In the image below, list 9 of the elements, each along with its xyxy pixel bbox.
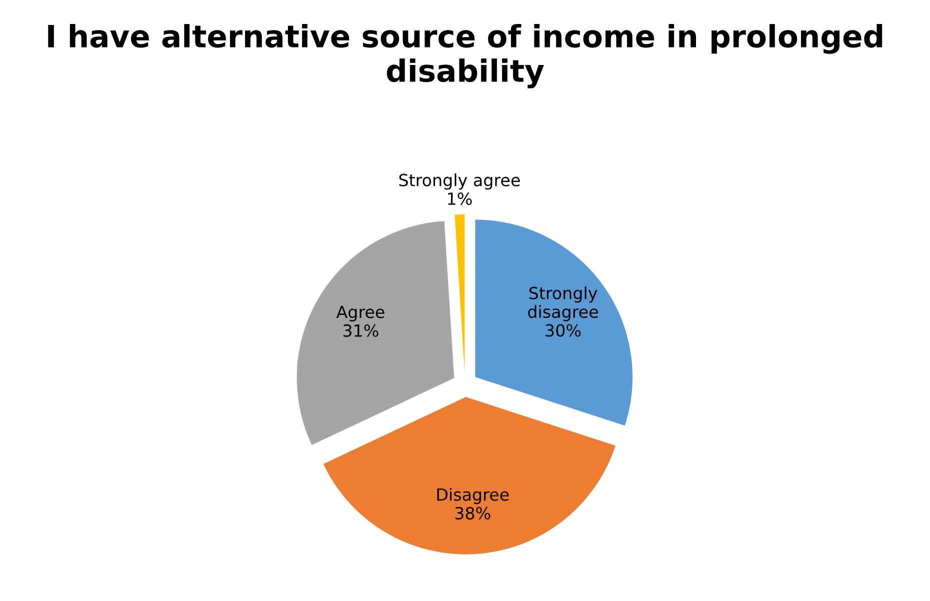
slice-label: Strongly disagree (528, 286, 598, 322)
slice-label: Strongly agree (399, 173, 520, 190)
slice-label: Agree (336, 306, 384, 322)
data-label: 38% (455, 506, 490, 520)
slice-label: Disagree (437, 488, 509, 504)
data-label: 1% (448, 192, 472, 206)
data-label: 31% (343, 324, 378, 337)
chart-title: I have alternative source of income in prolonged disability (48, 24, 882, 88)
data-label: 30% (546, 324, 581, 337)
